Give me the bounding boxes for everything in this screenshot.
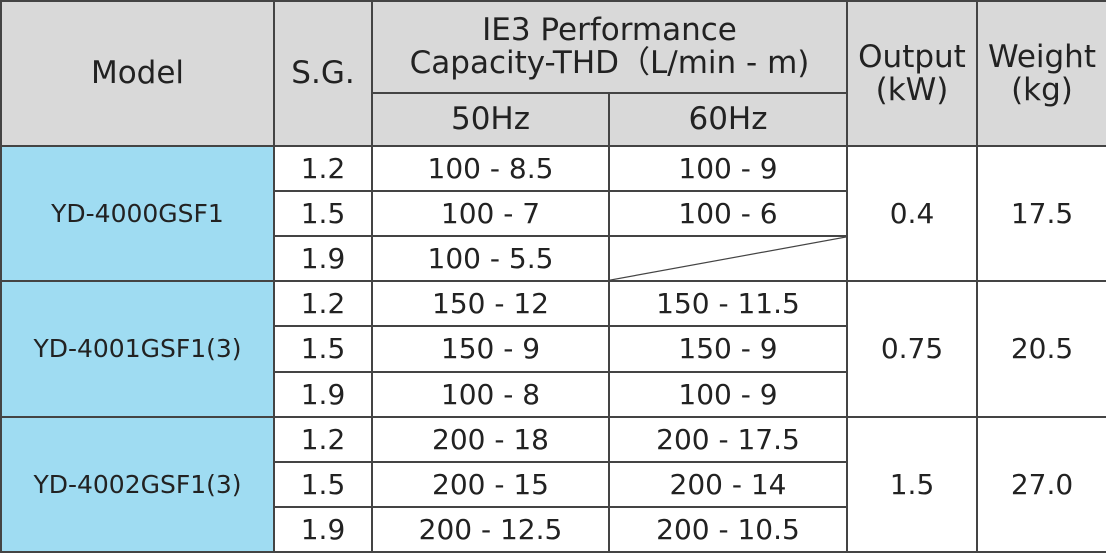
sg-cell: 1.5	[273, 325, 373, 373]
performance-header: IE3 Performance Capacity-THD（L/min - m)	[371, 0, 848, 94]
weight-cell: 20.5	[976, 280, 1106, 418]
table-body: YD-4000GSF1 1.2 100 - 8.5 100 - 9 0.4 17.5 1.5…	[0, 144, 1106, 553]
sg-cell: 1.2	[273, 144, 373, 193]
hz50-cell: 100 - 8	[371, 370, 610, 418]
hz50-cell: 200 - 12.5	[371, 505, 610, 553]
hz60-cell: 200 - 10.5	[608, 505, 848, 553]
model-header: Model	[0, 0, 275, 147]
row: 1.5 100 - 7 100 - 6	[1, 190, 1106, 238]
row: YD-4000GSF1 1.2 100 - 8.5 100 - 9 0.4 17.5	[0, 144, 1106, 283]
output-header: Output (kW)	[846, 0, 978, 147]
model-cell: YD-4002GSF1(3)	[0, 415, 275, 553]
empty-cell	[608, 235, 848, 283]
performance-title: IE3 Performance	[482, 12, 737, 49]
hz60-cell: 100 - 9	[608, 144, 848, 193]
hz50-cell: 100 - 8.5	[371, 144, 610, 193]
model-cell: YD-4001GSF1(3)	[0, 280, 275, 418]
output-title: Output	[858, 38, 966, 75]
weight-cell: 27.0	[976, 415, 1106, 553]
hz50-header: 50Hz	[371, 92, 610, 147]
weight-header: Weight (kg)	[976, 0, 1106, 147]
weight-cell: 17.5	[976, 144, 1106, 283]
hz60-cell: 150 - 9	[608, 325, 848, 373]
hz50-cell: 100 - 5.5	[371, 235, 610, 283]
row: 1.5 200 - 15 200 - 14	[1, 460, 1106, 508]
sg-cell: 1.9	[273, 235, 373, 283]
row: 1.5 150 - 9 150 - 9	[1, 325, 1106, 373]
sg-cell: 1.5	[273, 460, 373, 508]
hz50-cell: 150 - 9	[371, 325, 610, 373]
sg-cell: 1.2	[273, 280, 373, 328]
output-cell: 1.5	[846, 415, 978, 553]
sg-cell: 1.5	[273, 190, 373, 238]
hz60-cell: 100 - 6	[608, 190, 848, 238]
sg-cell: 1.9	[273, 370, 373, 418]
sg-header: S.G.	[273, 0, 373, 147]
hz50-cell: 150 - 12	[371, 280, 610, 328]
output-cell: 0.75	[846, 280, 978, 418]
output-unit: (kW)	[875, 71, 949, 108]
row: YD-4001GSF1(3) 1.2 150 - 12 150 - 11.5 0.75 2…	[0, 280, 1106, 418]
hz60-header: 60Hz	[608, 92, 848, 147]
subheader-row: 50Hz 60Hz	[1, 92, 1106, 147]
sg-cell: 1.9	[273, 505, 373, 553]
diagonal	[610, 237, 846, 280]
hz60-cell: 200 - 17.5	[608, 415, 848, 463]
performance-subtitle: Capacity-THD（L/min - m)	[409, 45, 810, 81]
hz60-cell: 100 - 9	[608, 370, 848, 418]
row: YD-4002GSF1(3) 1.2 200 - 18 200 - 17.5 1.5 27…	[0, 415, 1106, 553]
hz60-cell: 150 - 11.5	[608, 280, 848, 328]
hz50-cell: 100 - 7	[371, 190, 610, 238]
model-cell: YD-4000GSF1	[0, 144, 275, 283]
sg-cell: 1.2	[273, 415, 373, 463]
row: 1.9 100 - 8 100 - 9	[1, 370, 1106, 418]
hz60-cell: 200 - 14	[608, 460, 848, 508]
row: 1.9 200 - 12.5 200 - 10.5	[1, 505, 1106, 553]
weight-unit: (kg)	[1011, 71, 1073, 108]
hz50-cell: 200 - 18	[371, 415, 610, 463]
header-row: Model S.G. IE3 Performance Capacity-THD（…	[0, 0, 1106, 147]
weight-title: Weight	[987, 38, 1096, 75]
row: 1.9 100 - 5.5	[1, 235, 1106, 283]
output-cell: 0.4	[846, 144, 978, 283]
hz50-cell: 200 - 15	[371, 460, 610, 508]
